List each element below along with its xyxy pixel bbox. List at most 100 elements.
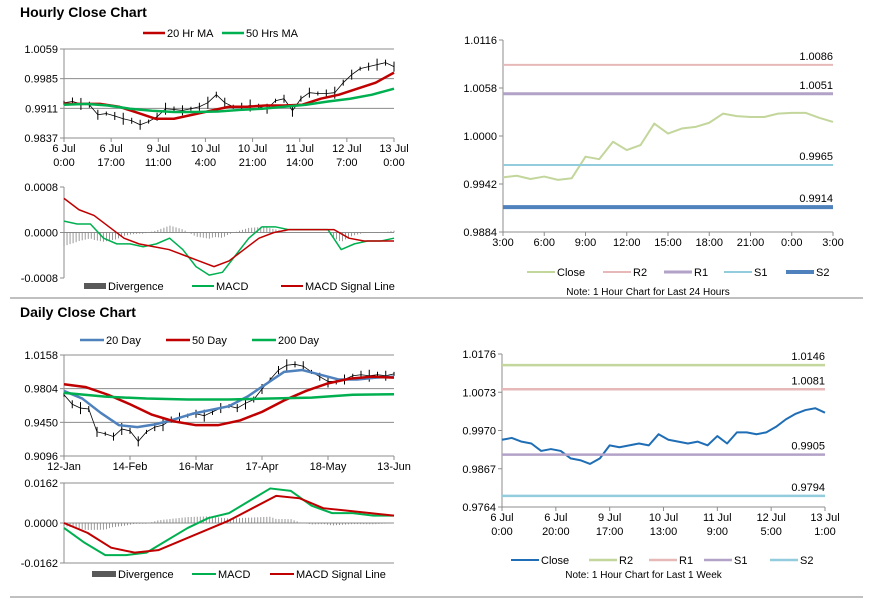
x-tick-label: 12 Jul	[756, 512, 785, 524]
r1-level-label: 1.0081	[791, 375, 825, 387]
legend-label-20-day: 20 Day	[106, 335, 141, 347]
x-tick-label: 20:00	[542, 526, 570, 538]
y-tick-label: 1.0059	[24, 44, 58, 56]
x-tick-label: 0:00	[781, 237, 802, 249]
y-tick-label: 1.0176	[462, 349, 496, 361]
macd-line	[63, 220, 395, 276]
x-tick-label: 10 Jul	[649, 512, 678, 524]
legend-label-macd-signal-line: MACD Signal Line	[296, 569, 386, 581]
x-tick-label: 6 Jul	[544, 512, 567, 524]
y-tick-label: 1.0116	[464, 35, 497, 47]
close-line	[502, 111, 834, 181]
x-tick-label: 10 Jul	[191, 143, 220, 155]
x-tick-label: 0:00	[491, 526, 512, 538]
legend-label-r2: R2	[633, 267, 647, 279]
x-tick-label: 15:00	[654, 237, 682, 249]
x-tick-label: 9 Jul	[598, 512, 621, 524]
legend-label-divergence: Divergence	[108, 281, 164, 293]
close-line	[501, 407, 826, 465]
x-tick-label: 13 Jul	[810, 512, 839, 524]
y-tick-label: 1.0058	[463, 83, 497, 95]
legend-label-close: Close	[557, 267, 585, 279]
x-tick-label: 14-Feb	[113, 461, 148, 473]
legend-label-s1: S1	[734, 555, 747, 567]
legend-swatch-divergence	[92, 571, 116, 577]
x-tick-label: 12 Jul	[332, 143, 361, 155]
legend-label-macd: MACD	[216, 281, 248, 293]
r2-level-label: 1.0086	[799, 51, 833, 63]
x-tick-label: 12-Jan	[47, 461, 81, 473]
s2-level-label: 0.9794	[791, 482, 825, 494]
200-day-line	[63, 391, 395, 401]
x-tick-label: 17:00	[97, 157, 125, 169]
y-tick-label: 0.9764	[462, 502, 496, 514]
x-tick-label: 11 Jul	[703, 512, 732, 524]
y-tick-label: 0.0000	[24, 518, 58, 530]
x-tick-label: 6 Jul	[52, 143, 75, 155]
y-tick-label: 0.9884	[463, 227, 497, 239]
y-tick-label: 0.9450	[24, 417, 58, 429]
y-tick-label: 0.0008	[24, 182, 58, 194]
x-tick-label: 3:00	[492, 237, 513, 249]
legend-label-200-day: 200 Day	[278, 335, 319, 347]
legend-label-r2: R2	[619, 555, 633, 567]
y-tick-label: 0.0000	[24, 228, 58, 240]
chart-note: Note: 1 Hour Chart for Last 1 Week	[565, 570, 723, 581]
r2-level-label: 1.0146	[791, 351, 825, 363]
x-tick-label: 4:00	[195, 157, 216, 169]
x-tick-label: 9:00	[707, 526, 728, 538]
y-tick-label: -0.0162	[21, 558, 58, 570]
legend-label-s2: S2	[816, 267, 829, 279]
50-day-line	[63, 375, 395, 427]
legend-label-macd: MACD	[218, 569, 250, 581]
macd-line	[63, 487, 394, 557]
y-tick-label: 1.0000	[463, 131, 497, 143]
x-tick-label: 10 Jul	[238, 143, 267, 155]
hourly-close-chart-title: Hourly Close Chart	[20, 4, 147, 20]
close-line	[63, 62, 395, 126]
x-tick-label: 1:00	[814, 526, 835, 538]
x-tick-label: 11 Jul	[285, 143, 314, 155]
x-tick-label: 16-Mar	[179, 461, 214, 473]
y-tick-label: 0.9837	[24, 133, 58, 145]
y-tick-label: 0.9985	[24, 74, 58, 86]
daily-close-chart-title: Daily Close Chart	[20, 304, 136, 320]
s2-level-label: 0.9914	[799, 193, 833, 205]
y-tick-label: 0.9942	[463, 179, 497, 191]
s1-level-label: 0.9965	[799, 151, 833, 163]
hourly-macd-chart: 0.0008 0.0000 -0.0008 Divergence MACD MACD Si…	[21, 182, 395, 293]
legend-label-50-day: 50 Day	[192, 335, 227, 347]
x-tick-label: 14:00	[286, 157, 314, 169]
chart-note: Note: 1 Hour Chart for Last 24 Hours	[566, 287, 729, 298]
y-tick-label: 1.0073	[462, 387, 496, 399]
y-tick-label: 0.9867	[462, 464, 496, 476]
macd-signal-line-line	[63, 494, 395, 554]
x-tick-label: 17-Apr	[245, 461, 278, 473]
x-tick-label: 5:00	[760, 526, 781, 538]
x-tick-label: 6:00	[534, 237, 555, 249]
legend-label-macd-signal-line: MACD Signal Line	[305, 281, 395, 293]
y-tick-label: 0.9804	[24, 384, 58, 396]
daily-macd-chart: 0.0162 0.0000 -0.0162 Divergence MACD MACD Si…	[21, 478, 395, 581]
legend-label-20-hr-ma: 20 Hr MA	[167, 28, 214, 40]
20-day-line	[63, 368, 395, 429]
x-tick-label: 13:00	[650, 526, 678, 538]
y-tick-label: 0.9970	[462, 426, 496, 438]
x-tick-label: 17:00	[596, 526, 624, 538]
x-tick-label: 9:00	[575, 237, 596, 249]
y-tick-label: -0.0008	[21, 273, 58, 285]
x-tick-label: 13 Jul	[379, 143, 408, 155]
x-tick-label: 13-Jun	[377, 461, 411, 473]
y-tick-label: 1.0158	[24, 350, 58, 362]
legend-label-s2: S2	[800, 555, 813, 567]
x-tick-label: 18:00	[695, 237, 723, 249]
x-tick-label: 21:00	[239, 157, 267, 169]
x-tick-label: 12:00	[613, 237, 641, 249]
x-tick-label: 0:00	[53, 157, 74, 169]
x-tick-label: 18-May	[310, 461, 347, 473]
y-tick-label: 0.9096	[24, 451, 58, 463]
y-tick-label: 0.0162	[24, 478, 58, 490]
